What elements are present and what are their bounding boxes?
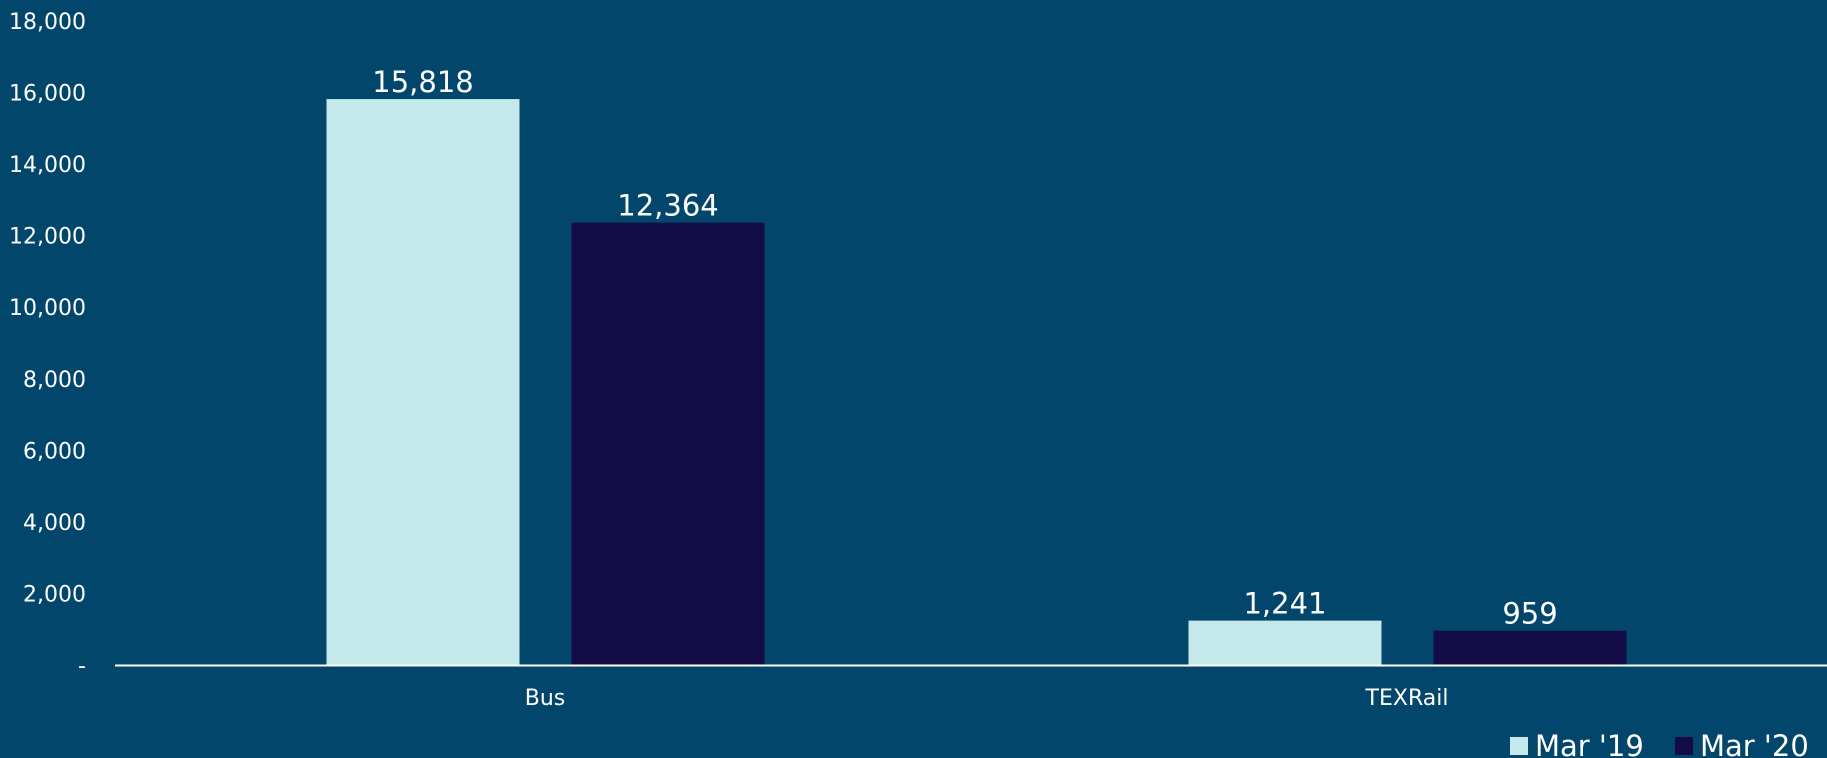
data-labels: 15,818 1,241 12,364 959	[372, 65, 1557, 631]
data-label: 12,364	[617, 189, 718, 223]
legend-label: Mar '19	[1535, 729, 1644, 758]
legend-swatch	[1510, 737, 1528, 755]
bar-texrail-1	[1188, 620, 1382, 665]
y-tick-label: 2,000	[23, 582, 86, 607]
bar-texrail-2	[1433, 630, 1627, 665]
x-axis-category-labels: Bus TEXRail	[525, 686, 1449, 711]
y-tick-label: 4,000	[23, 511, 86, 536]
x-category-label: Bus	[525, 686, 566, 711]
y-tick-label: 6,000	[23, 439, 86, 464]
bars	[326, 99, 1627, 665]
y-tick-label: 10,000	[9, 296, 86, 321]
y-tick-label: 18,000	[9, 10, 86, 35]
y-axis-ticks: - 2,000 4,000 6,000 8,000 10,000 12,000 14,000 1…	[9, 10, 86, 679]
data-label: 959	[1502, 597, 1557, 631]
legend: Mar '19 Mar '20	[1510, 729, 1809, 758]
x-category-label: TEXRail	[1365, 686, 1449, 711]
data-label: 15,818	[372, 65, 473, 99]
y-tick-label: 12,000	[9, 225, 86, 250]
y-tick-label: 8,000	[23, 368, 86, 393]
bar-bus-2	[571, 222, 765, 665]
legend-swatch	[1675, 737, 1693, 755]
data-label: 1,241	[1243, 587, 1326, 621]
bar-bus-1	[326, 99, 520, 665]
y-tick-label: -	[78, 654, 86, 679]
legend-label: Mar '20	[1700, 729, 1809, 758]
y-tick-label: 14,000	[9, 153, 86, 178]
y-tick-label: 16,000	[9, 82, 86, 107]
